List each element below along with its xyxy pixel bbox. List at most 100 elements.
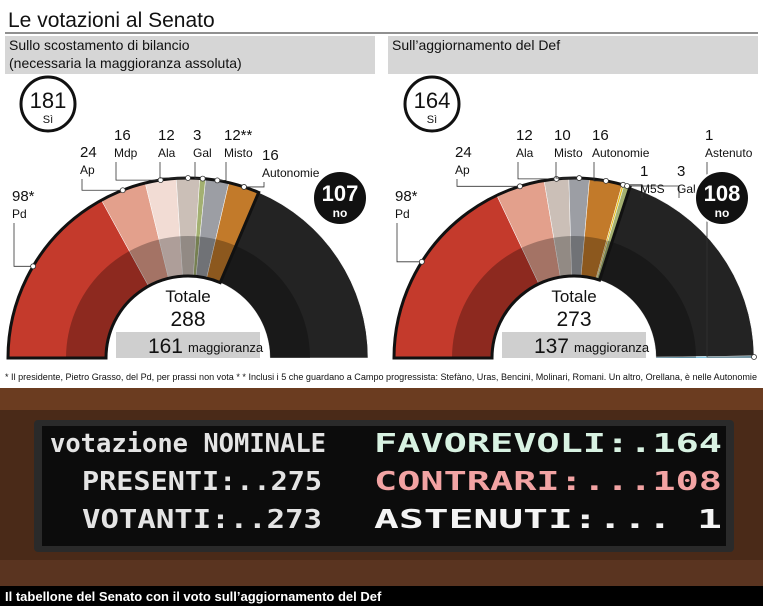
category-label: Misto [224, 146, 253, 160]
majority-outline [392, 176, 632, 360]
leader-dot [199, 175, 206, 182]
leader-line [13, 223, 34, 267]
led-text: FAVOREVOLI:.164 [374, 429, 722, 459]
value-label: 12 [158, 127, 175, 144]
led-display [42, 426, 726, 546]
wood-panel [0, 560, 763, 586]
leader-dot [751, 354, 757, 360]
wood-panel [0, 388, 763, 410]
majority-band [116, 332, 260, 358]
leader-line [555, 162, 580, 179]
caption: Il tabellone del Senato con il voto sull… [5, 589, 382, 604]
leader-dot [553, 175, 560, 182]
seat-segment [599, 186, 755, 358]
leader-line [456, 179, 520, 187]
leader-dot [241, 184, 247, 190]
yes-badge [403, 75, 461, 133]
leader-dot [185, 175, 191, 181]
total-value: 273 [556, 308, 591, 331]
value-label: 16 [114, 127, 131, 144]
leader-dot [517, 183, 523, 190]
leader-dot [624, 183, 630, 189]
value-label: 98* [12, 188, 35, 205]
led-text: votazione NOMINALE [50, 429, 326, 459]
yes-total: 164 [414, 88, 451, 113]
no-label: no [333, 206, 348, 220]
leader-line [217, 162, 227, 181]
value-label: 24 [80, 144, 97, 161]
leader-line [593, 162, 606, 182]
subtitle: (necessaria la maggioranza assoluta) [9, 55, 242, 71]
no-badge [694, 170, 750, 226]
category-label: Ala [516, 146, 534, 160]
total-label: Totale [165, 287, 210, 306]
category-label: Gal [677, 182, 696, 196]
leader-line [81, 179, 123, 191]
leader-line [159, 162, 188, 179]
total-value: 288 [170, 308, 205, 331]
category-label: Gal [193, 146, 212, 160]
footnote: * Il presidente, Pietro Grasso, del Pd, … [5, 372, 757, 382]
subtitle: Sullo scostamento di bilancio [9, 37, 190, 53]
majority-label: maggioranza [188, 340, 264, 355]
inner-shade [452, 236, 696, 358]
value-label: 3 [677, 163, 685, 180]
leader-dot [157, 177, 164, 183]
category-label: Autonomie [262, 166, 320, 180]
leader-line [396, 223, 422, 263]
leader-dot [214, 177, 221, 184]
no-value: 108 [704, 181, 741, 206]
category-label: Autonomie [592, 146, 650, 160]
category-label: M5S [640, 182, 665, 196]
category-label: Astenuto [705, 146, 753, 160]
leader-dot [119, 187, 126, 194]
no-value: 107 [322, 181, 359, 206]
leader-line [115, 162, 161, 181]
subtitle-band [5, 36, 375, 74]
category-label: Pd [12, 207, 27, 221]
subtitle: Sull’aggiornamento del Def [392, 37, 560, 53]
majority-value: 137 [534, 335, 569, 358]
leader-line [706, 162, 754, 358]
no-label: no [715, 206, 730, 220]
led-text: VOTANTI:..273 [82, 505, 322, 535]
majority-band [502, 332, 646, 358]
value-label: 16 [592, 127, 609, 144]
category-label: Mdp [114, 146, 138, 160]
leader-dot [30, 263, 37, 270]
value-label: 24 [455, 144, 472, 161]
yes-badge [19, 75, 77, 133]
caption-bar [0, 586, 763, 606]
page-title: Le votazioni al Senato [8, 9, 215, 32]
leader-dot [576, 175, 583, 181]
category-label: Misto [554, 146, 583, 160]
value-label: 1 [640, 163, 648, 180]
majority-value: 161 [148, 335, 183, 358]
majority-label: maggioranza [574, 340, 650, 355]
value-label: 3 [193, 127, 201, 144]
led-text: PRESENTI:..275 [82, 467, 322, 497]
value-label: 1 [705, 127, 713, 144]
led-text: CONTRARI:...108 [374, 467, 722, 497]
no-badge [312, 170, 368, 226]
inner-shade [66, 236, 310, 358]
yes-label: Sì [427, 114, 437, 126]
value-label: 12 [516, 127, 533, 144]
leader-dot [603, 177, 609, 184]
value-label: 10 [554, 127, 571, 144]
leader-dot [418, 258, 425, 265]
led-text: ASTENUTI:... 1 [374, 505, 722, 535]
subtitle-band [388, 36, 758, 74]
value-label: 16 [262, 147, 279, 164]
category-label: Ap [80, 163, 95, 177]
seat-segment [219, 192, 369, 359]
category-label: Pd [395, 207, 410, 221]
value-label: 12** [224, 127, 253, 144]
value-label: 98* [395, 188, 418, 205]
leader-line [627, 185, 680, 198]
yes-total: 181 [30, 88, 67, 113]
leader-line [243, 182, 265, 188]
yes-label: Sì [43, 114, 53, 126]
category-label: Ap [455, 163, 470, 177]
